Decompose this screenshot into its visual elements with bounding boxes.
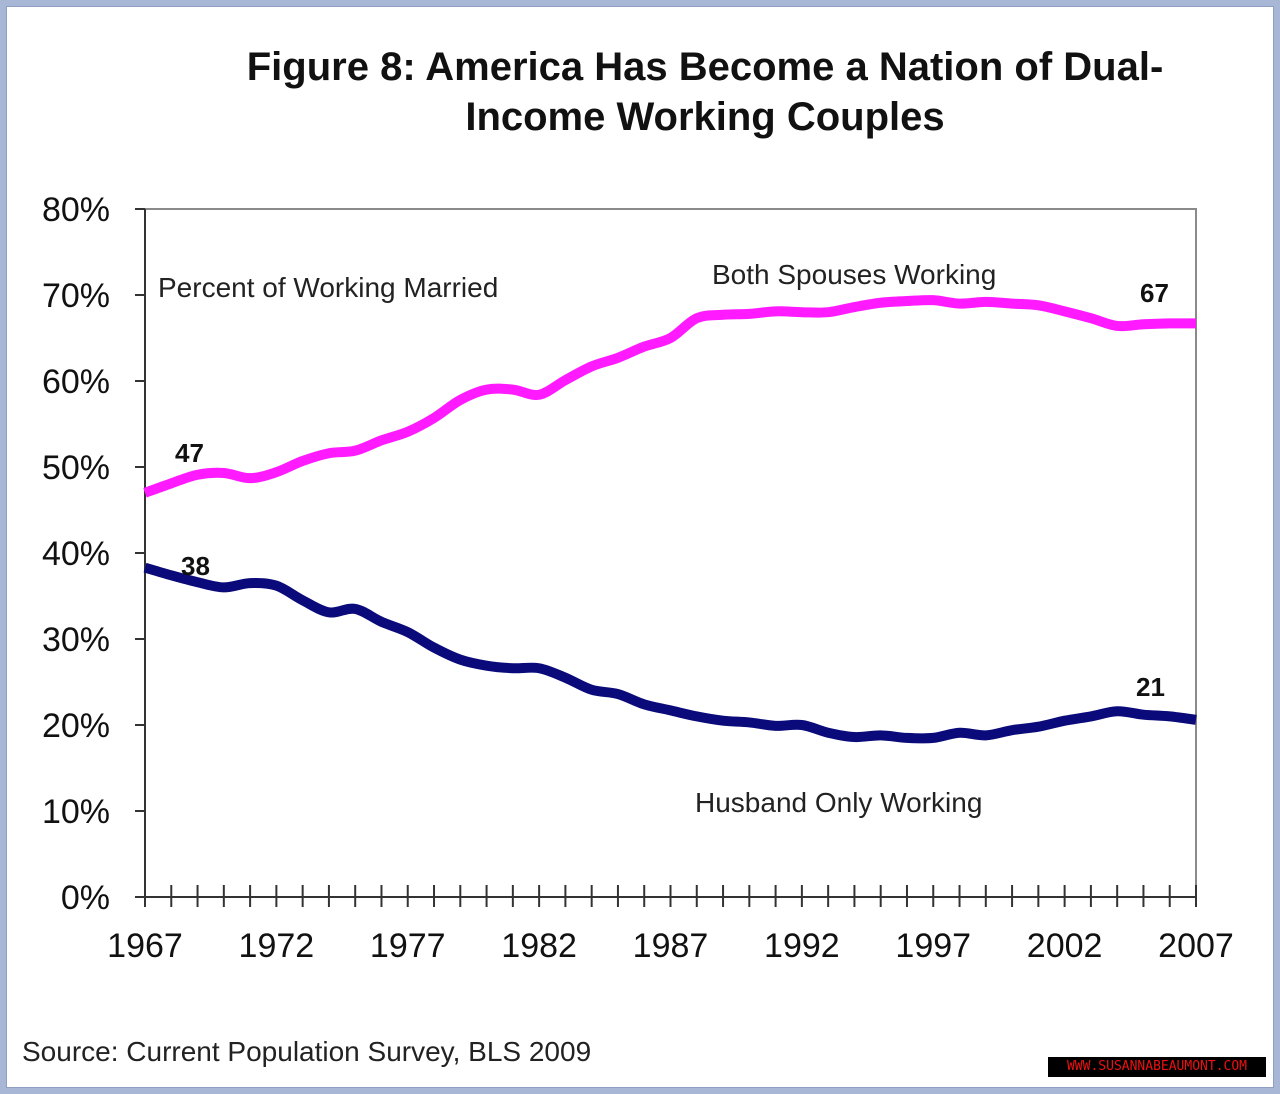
y-tick-label: 40%	[42, 535, 110, 573]
x-tick-label: 1997	[895, 927, 971, 965]
x-tick-label: 1987	[633, 927, 709, 965]
label-both-end: 67	[1140, 278, 1169, 308]
y-tick-label: 70%	[42, 277, 110, 315]
series-line-both-spouses	[143, 295, 1197, 498]
label-husband-start: 38	[181, 551, 210, 581]
x-tick-label: 2007	[1158, 927, 1234, 965]
y-tick-label: 50%	[42, 449, 110, 487]
y-tick-label: 0%	[61, 879, 110, 917]
y-tick-label: 30%	[42, 621, 110, 659]
x-tick-label: 1992	[764, 927, 840, 965]
label-both-start: 47	[175, 438, 204, 468]
y-tick-label: 60%	[42, 363, 110, 401]
label-husband-end: 21	[1136, 672, 1165, 702]
x-tick-label: 2002	[1027, 927, 1103, 965]
legend-both-spouses: Both Spouses Working	[712, 259, 996, 290]
x-tick-label: 1972	[239, 927, 315, 965]
chart-frame	[6, 6, 1274, 1088]
x-tick-label: 1982	[501, 927, 577, 965]
y-tick-label: 10%	[42, 793, 110, 831]
title-line-2: Income Working Couples	[465, 95, 945, 139]
y-tick-label: 80%	[42, 191, 110, 229]
x-tick-label: 1967	[107, 927, 183, 965]
y-tick-label: 20%	[42, 707, 110, 745]
x-tick-label: 1977	[370, 927, 446, 965]
watermark: WWW.SUSANNABEAUMONT.COM	[1048, 1057, 1266, 1077]
chart-title: Figure 8: America Has Become a Nation of…	[160, 42, 1250, 142]
series-line-husband-only	[143, 562, 1197, 744]
source-note: Source: Current Population Survey, BLS 2…	[22, 1036, 592, 1067]
y-axis-label: Percent of Working Married	[158, 272, 498, 303]
plot-border	[144, 208, 1197, 898]
title-line-1: Figure 8: America Has Become a Nation of…	[246, 45, 1164, 89]
legend-husband-only: Husband Only Working	[695, 787, 982, 818]
